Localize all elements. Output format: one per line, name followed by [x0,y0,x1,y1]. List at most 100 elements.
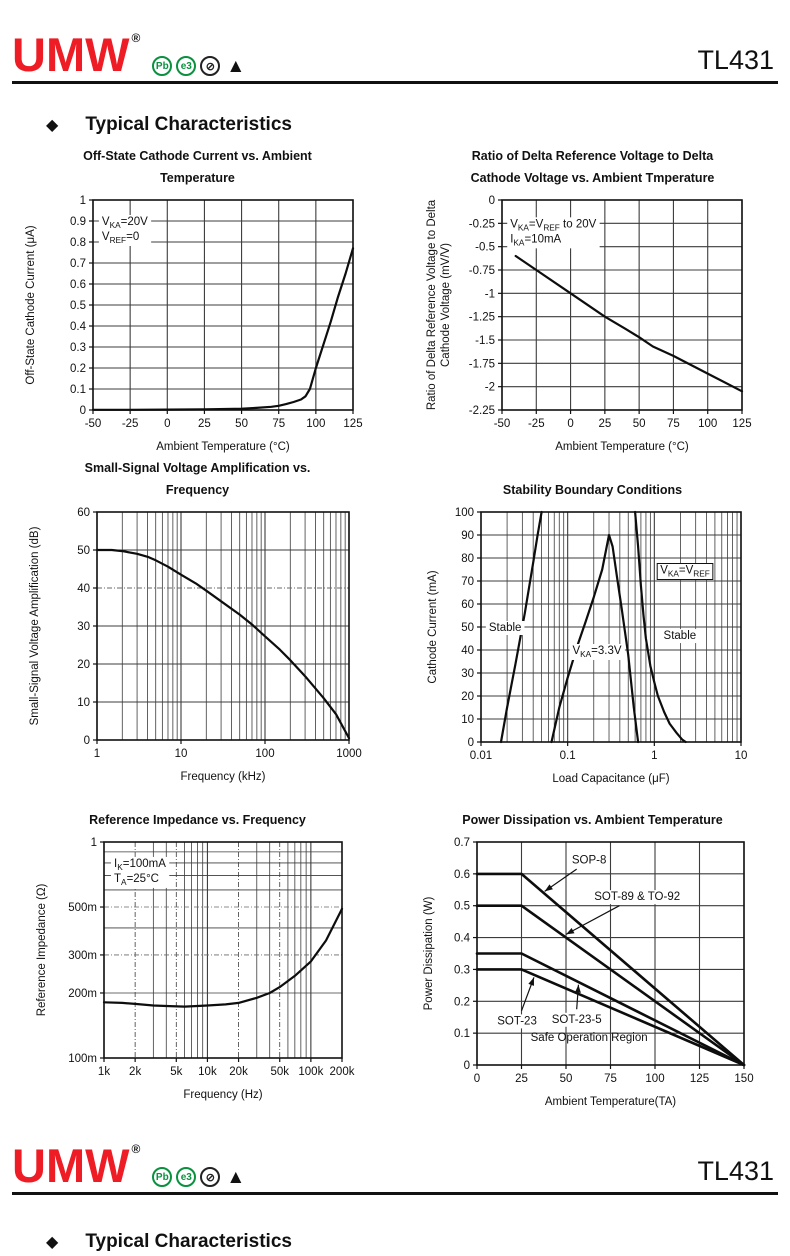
diamond-bullet-icon: ◆ [46,117,59,134]
svg-text:-25: -25 [121,418,138,430]
svg-text:0.8: 0.8 [70,237,86,249]
svg-text:60: 60 [461,599,474,611]
svg-text:2k: 2k [129,1066,141,1078]
certification-icons: Pb e3 ⊘ ▲ [152,56,245,76]
svg-text:75: 75 [667,418,680,430]
chart-title-line: Temperature [160,171,235,186]
section-heading-repeat: ◆ Typical Characteristics [46,1231,790,1253]
chart-title: Reference Impedance vs. Frequency [89,804,306,832]
svg-text:90: 90 [461,530,474,542]
svg-text:10: 10 [174,748,187,760]
svg-text:1: 1 [90,837,96,849]
chart-title: Ratio of Delta Reference Voltage to Delt… [471,144,715,190]
svg-text:100: 100 [454,507,473,519]
svg-text:-50: -50 [493,418,510,430]
series-vka-vref-right-boundary [633,510,687,744]
svg-text:0.2: 0.2 [454,996,470,1008]
series-vka-3-3v-boundary [549,533,639,744]
svg-text:50: 50 [77,545,90,557]
svg-text:1000: 1000 [336,748,362,760]
chart-title-line: Reference Impedance vs. Frequency [89,813,306,828]
svg-text:0: 0 [474,1073,480,1085]
svg-text:100: 100 [255,748,274,760]
chart-title: Stability Boundary Conditions [503,456,682,502]
certification-icons: Pb e3 ⊘ ▲ [152,1167,245,1187]
chart-title-line: Power Dissipation vs. Ambient Temperatur… [462,813,723,828]
svg-text:50: 50 [632,418,645,430]
x-axis-label: Frequency (Hz) [183,1089,262,1101]
svg-text:125: 125 [343,418,362,430]
svg-text:25: 25 [198,418,211,430]
svg-text:-2: -2 [484,382,494,394]
x-axis-label: Ambient Temperature (°C) [156,441,290,453]
svg-text:0.01: 0.01 [469,750,491,762]
chart-title: Power Dissipation vs. Ambient Temperatur… [462,804,722,832]
umw-logo: UMW ® [12,1142,140,1189]
svg-text:20: 20 [77,659,90,671]
chart-voltage-amplification: Small-Signal Voltage Amplification vs. F… [0,456,395,788]
svg-text:50: 50 [461,622,474,634]
part-number: TL431 [697,45,774,75]
svg-text:SOT-89 & TO-92: SOT-89 & TO-92 [594,891,680,903]
svg-text:100: 100 [698,418,717,430]
chart-canvas: SOP-8 SOT-89 & TO-92 SOT-23 SOT-23-5 Safe Op… [423,837,754,1108]
svg-text:0.5: 0.5 [70,300,86,312]
e3-icon: e3 [176,1167,197,1187]
svg-text:5k: 5k [170,1066,182,1078]
svg-text:SOT-23: SOT-23 [497,1015,537,1027]
svg-text:0.6: 0.6 [454,869,470,881]
y-axis-label: Cathode Current (mA) [427,570,439,683]
svg-text:-25: -25 [527,418,544,430]
svg-text:20: 20 [461,691,474,703]
svg-text:0: 0 [567,418,573,430]
chart-stability-boundary: Stability Boundary Conditions Stable VKA=… [395,456,790,788]
svg-text:50: 50 [560,1073,573,1085]
svg-text:0: 0 [164,418,170,430]
svg-text:VREF=0: VREF=0 [101,231,138,245]
svg-text:125: 125 [732,418,751,430]
svg-text:0.5: 0.5 [454,901,470,913]
pb-free-icon: Pb [152,1167,173,1187]
chart-canvas-mount: SOP-8 SOT-89 & TO-92 SOT-23 SOT-23-5 Safe Op… [419,832,766,1111]
svg-text:0: 0 [488,195,494,207]
series-off-state-cathode-current [91,247,354,411]
page-header: UMW ® Pb e3 ⊘ ▲ TL431 [0,0,790,84]
svg-text:0.6: 0.6 [70,279,86,291]
svg-text:30: 30 [77,621,90,633]
chart-canvas-mount: VKA=VREF to 20V IKA=10mA -50 -25 0 25 50 75 100 1… [422,190,764,456]
svg-text:0.7: 0.7 [70,258,86,270]
footer-rule [12,1192,778,1195]
section-title: Typical Characteristics [85,114,292,135]
y-axis-label: Power Dissipation (W) [423,896,435,1010]
svg-text:80: 80 [461,553,474,565]
svg-text:25: 25 [515,1073,528,1085]
section-title: Typical Characteristics [85,1231,292,1252]
chart-canvas-mount: IK=100mA TA=25°C 1k 2k 5k 10k 20k 50k 100k 200k 1 5… [32,832,364,1104]
series-voltage-amplification [95,548,350,740]
series-sop-8 [475,872,746,1067]
svg-text:-1.25: -1.25 [468,312,494,324]
y-axis-label: Small-Signal Voltage Amplification (dB) [29,526,41,725]
svg-text:VKA=VREF: VKA=VREF [660,565,710,579]
svg-text:0: 0 [467,737,473,749]
chart-title-line: Frequency [165,483,230,498]
svg-text:IK=100mA: IK=100mA [114,858,166,872]
svg-text:10: 10 [461,714,474,726]
e3-icon: e3 [176,56,197,76]
section-heading: ◆ Typical Characteristics [46,114,790,136]
series-sot-23 [475,968,746,1067]
series-sot-89-to-92 [475,904,746,1067]
header-rule [12,81,778,84]
svg-text:1k: 1k [97,1066,109,1078]
series-delta-vref-to-delta-vka-ratio [514,254,743,393]
umw-logo: UMW ® [12,31,140,78]
svg-text:50k: 50k [270,1066,289,1078]
svg-text:VKA=3.3V: VKA=3.3V [572,645,621,659]
chart-title: Small-Signal Voltage Amplification vs. F… [85,456,311,502]
svg-text:0.7: 0.7 [454,837,470,849]
series-reference-impedance [102,907,343,1008]
svg-text:150: 150 [734,1073,753,1085]
svg-text:200m: 200m [68,988,97,1000]
